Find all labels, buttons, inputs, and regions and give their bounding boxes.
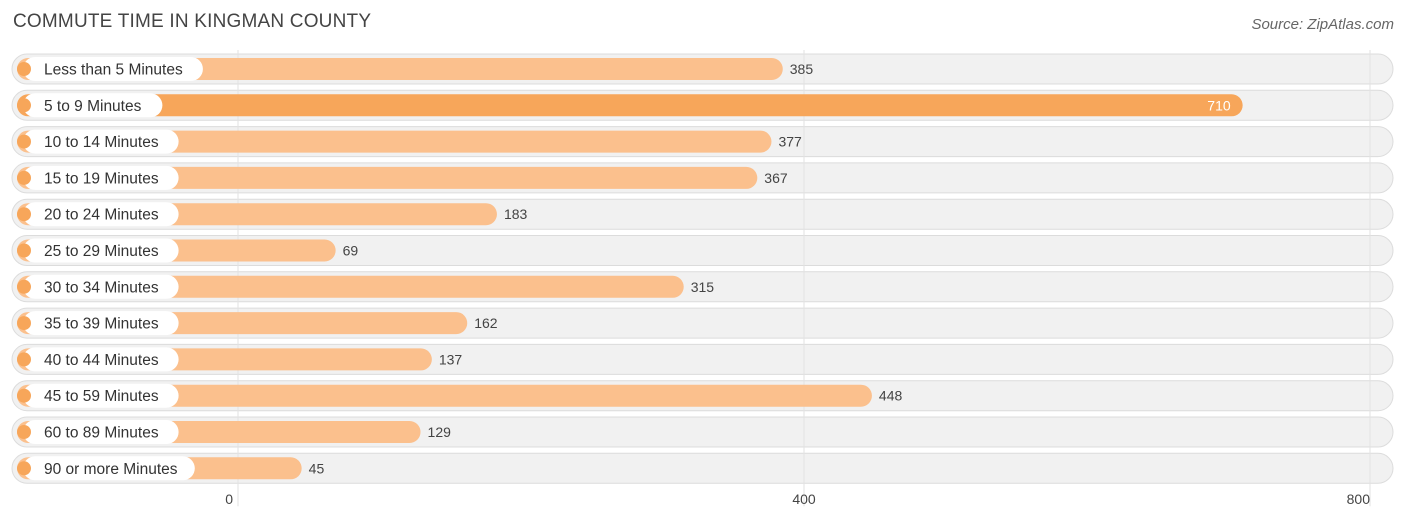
category-marker (17, 207, 31, 222)
category-marker (17, 98, 31, 113)
category-label: Less than 5 Minutes (44, 62, 183, 79)
value-label: 45 (309, 460, 325, 476)
tick-label: 800 (1347, 491, 1371, 507)
category-label: 10 to 14 Minutes (44, 134, 159, 151)
bar[interactable] (17, 384, 872, 407)
category-marker (17, 62, 31, 76)
value-label: 69 (343, 243, 359, 259)
category-label-pill (23, 202, 179, 227)
category-label-pill (23, 93, 163, 118)
category-label: 15 to 19 Minutes (44, 170, 159, 187)
category-marker (17, 279, 31, 294)
category-label-pill (23, 383, 179, 408)
category-label: 5 to 9 Minutes (44, 98, 142, 115)
category-label-pill (23, 420, 179, 444)
bar[interactable] (17, 275, 684, 298)
source-note: Source: ZipAtlas.com (1251, 16, 1394, 33)
category-marker (17, 388, 31, 403)
value-label: 129 (428, 424, 452, 440)
value-label: 162 (474, 315, 498, 331)
value-label: 385 (790, 61, 814, 77)
category-label-pill (23, 57, 203, 81)
category-marker (17, 425, 31, 439)
value-label: 448 (879, 388, 903, 404)
category-label-pill (23, 347, 179, 372)
category-label-pill (23, 238, 179, 263)
category-label: 90 or more Minutes (44, 461, 178, 478)
value-label: 137 (439, 351, 463, 367)
category-marker (17, 461, 31, 476)
bar[interactable] (17, 166, 758, 189)
bar[interactable] (17, 58, 783, 80)
value-label: 183 (504, 206, 528, 222)
category-label: 35 to 39 Minutes (44, 316, 159, 333)
value-label: 377 (778, 134, 802, 150)
category-label: 45 to 59 Minutes (44, 388, 159, 405)
category-label-pill (23, 129, 179, 154)
bar[interactable] (17, 130, 772, 153)
category-label: 30 to 34 Minutes (44, 279, 159, 296)
value-label: 315 (691, 279, 715, 295)
category-marker (17, 352, 31, 367)
value-label: 710 (1207, 97, 1231, 113)
category-marker (17, 170, 31, 185)
chart-title: COMMUTE TIME IN KINGMAN COUNTY (13, 11, 372, 32)
category-label: 20 to 24 Minutes (44, 207, 159, 224)
category-label-pill (23, 274, 179, 299)
row-background (11, 235, 1394, 266)
category-marker (17, 316, 31, 331)
tick-label: 0 (225, 491, 233, 507)
row-background (11, 452, 1394, 484)
category-label-pill (23, 456, 195, 481)
tick-label: 400 (792, 491, 816, 507)
bar[interactable] (17, 94, 1243, 117)
category-label: 25 to 29 Minutes (44, 243, 159, 260)
category-marker (17, 243, 31, 258)
category-label: 60 to 89 Minutes (44, 425, 159, 442)
value-label: 367 (764, 170, 788, 186)
category-marker (17, 134, 31, 149)
category-label-pill (23, 165, 179, 190)
category-label-pill (23, 311, 179, 336)
category-label: 40 to 44 Minutes (44, 352, 159, 369)
